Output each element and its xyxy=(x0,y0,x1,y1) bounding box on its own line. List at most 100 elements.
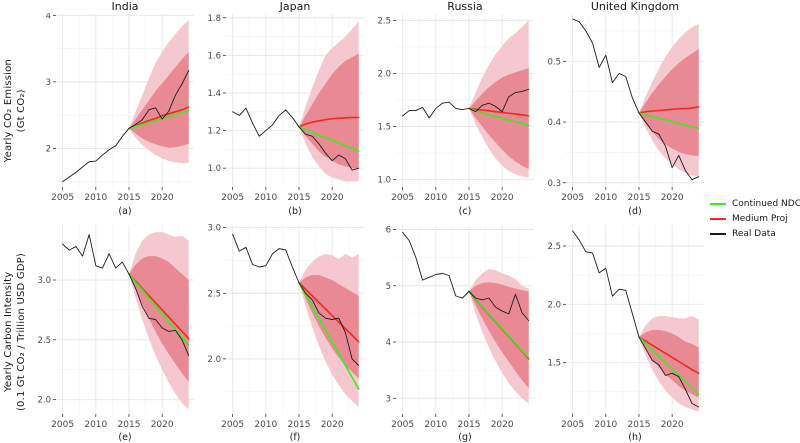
svg-text:2005: 2005 xyxy=(391,420,414,430)
svg-text:2020: 2020 xyxy=(151,193,174,203)
chart-svg-japan-emission: 1.0 1.2 1.4 1.6 1.8 2005 2010 2015 2020 (b) xyxy=(207,14,364,217)
black-line-swatch xyxy=(710,232,726,235)
svg-text:2005: 2005 xyxy=(221,193,244,203)
svg-text:0.5: 0.5 xyxy=(547,57,561,67)
y-axis-label-intensity: Yearly Carbon Intensity (0.1 Gt CO₂ / Tr… xyxy=(0,221,30,443)
legend-label: Real Data xyxy=(732,228,776,239)
svg-text:2020: 2020 xyxy=(661,193,684,203)
chart-svg-japan-intensity: 2.0 2.5 3.0 2005 2010 2015 2020 (f) xyxy=(207,224,364,443)
svg-text:2005: 2005 xyxy=(221,420,244,430)
svg-text:1.8: 1.8 xyxy=(207,14,221,24)
svg-text:1.0: 1.0 xyxy=(377,176,391,186)
svg-text:2.0: 2.0 xyxy=(207,355,221,365)
svg-text:3.0: 3.0 xyxy=(207,224,221,234)
chart-svg-uk-intensity: 1.5 2.0 2.5 2005 2010 2015 2020 (h) xyxy=(547,225,704,443)
svg-text:2.0: 2.0 xyxy=(547,300,561,310)
svg-text:2015: 2015 xyxy=(628,420,651,430)
green-line-swatch xyxy=(710,202,726,205)
svg-text:2020: 2020 xyxy=(321,420,344,430)
svg-text:2015: 2015 xyxy=(288,193,311,203)
svg-text:1.2: 1.2 xyxy=(207,127,221,137)
svg-text:2010: 2010 xyxy=(254,420,277,430)
svg-text:2005: 2005 xyxy=(51,193,74,203)
svg-text:2010: 2010 xyxy=(84,420,107,430)
legend-label: Continued NDC xyxy=(732,198,800,209)
svg-text:2020: 2020 xyxy=(661,420,684,430)
svg-text:2010: 2010 xyxy=(424,420,447,430)
emission-row: Yearly CO₂ Emission (Gt CO₂) India 2 3 4 20… xyxy=(0,0,710,221)
chart-title-united-kingdom: United Kingdom xyxy=(590,0,680,13)
svg-text:2020: 2020 xyxy=(491,193,514,203)
svg-text:(c): (c) xyxy=(459,206,472,217)
svg-text:2020: 2020 xyxy=(151,420,174,430)
legend: Continued NDC Medium Proj Real Data xyxy=(710,196,800,241)
svg-text:(d): (d) xyxy=(628,206,641,217)
legend-label: Medium Proj xyxy=(732,213,788,224)
svg-text:3: 3 xyxy=(46,78,51,88)
svg-text:2005: 2005 xyxy=(561,193,584,203)
y-axis-label-line2: (Gt CO₂) xyxy=(16,88,27,133)
svg-text:(a): (a) xyxy=(118,206,131,217)
svg-text:4: 4 xyxy=(386,338,391,348)
svg-text:2.0: 2.0 xyxy=(377,69,391,79)
svg-text:5: 5 xyxy=(386,282,391,292)
y-axis-label-emission: Yearly CO₂ Emission (Gt CO₂) xyxy=(0,0,30,221)
svg-text:2020: 2020 xyxy=(491,420,514,430)
panel-japan-intensity: 2.0 2.5 3.0 2005 2010 2015 2020 (f) xyxy=(200,221,370,443)
red-line-swatch xyxy=(710,217,726,220)
svg-text:1.6: 1.6 xyxy=(207,51,221,61)
svg-text:2020: 2020 xyxy=(321,193,344,203)
svg-text:2.5: 2.5 xyxy=(207,289,221,299)
panel-russia-intensity: 3 4 5 6 2005 2010 2015 2020 (g) xyxy=(370,221,540,443)
legend-item-medium-proj: Medium Proj xyxy=(710,211,798,226)
intensity-row: Yearly Carbon Intensity (0.1 Gt CO₂ / Tr… xyxy=(0,221,710,443)
panel-india-intensity: 2.0 2.5 3.0 2005 2010 2015 2020 (e) xyxy=(30,221,200,443)
svg-text:(h): (h) xyxy=(628,432,641,443)
chart-svg-russia-intensity: 3 4 5 6 2005 2010 2015 2020 (g) xyxy=(386,225,534,443)
panel-india-emission: India 2 3 4 2005 2010 2015 2020 (a) xyxy=(30,0,200,221)
svg-text:3.0: 3.0 xyxy=(37,276,51,286)
y-axis-label-line2: (0.1 Gt CO₂ / Trillion USD GDP) xyxy=(16,252,27,412)
svg-text:3: 3 xyxy=(386,394,391,404)
chart-title-japan: Japan xyxy=(279,0,311,13)
svg-text:2.5: 2.5 xyxy=(377,16,391,26)
svg-text:2010: 2010 xyxy=(84,193,107,203)
y-axis-label-line1: Yearly CO₂ Emission xyxy=(3,58,14,163)
svg-text:2015: 2015 xyxy=(288,420,311,430)
svg-text:2015: 2015 xyxy=(458,420,481,430)
chart-svg-india-emission: 2 3 4 2005 2010 2015 2020 (a) xyxy=(46,13,194,217)
svg-text:1.5: 1.5 xyxy=(377,123,391,133)
chart-svg-russia-emission: 1.0 1.5 2.0 2.5 2005 2010 2015 2020 (c) xyxy=(377,14,534,217)
panel-uk-intensity: 1.5 2.0 2.5 2005 2010 2015 2020 (h) xyxy=(540,221,710,443)
svg-text:2005: 2005 xyxy=(561,420,584,430)
svg-text:6: 6 xyxy=(386,226,391,236)
legend-item-continued-ndc: Continued NDC xyxy=(710,196,800,211)
panel-japan-emission: Japan 1.0 1.2 1.4 1.6 1.8 2005 2010 2015 2020 (b) xyxy=(200,0,370,221)
legend-item-real-data: Real Data xyxy=(710,226,798,241)
svg-text:0.4: 0.4 xyxy=(547,118,561,128)
svg-text:2010: 2010 xyxy=(594,193,617,203)
svg-text:0.3: 0.3 xyxy=(547,179,561,189)
chart-svg-uk-emission: 0.3 0.4 0.5 2005 2010 2015 2020 (d) xyxy=(547,14,704,217)
svg-text:2005: 2005 xyxy=(51,420,74,430)
svg-text:1.4: 1.4 xyxy=(207,89,221,99)
panel-uk-emission: United Kingdom 0.3 0.4 0.5 2005 2010 2015 2020… xyxy=(540,0,710,221)
svg-text:2: 2 xyxy=(46,144,51,154)
svg-text:2005: 2005 xyxy=(391,193,414,203)
svg-text:2010: 2010 xyxy=(424,193,447,203)
svg-text:2.0: 2.0 xyxy=(37,396,51,406)
svg-text:2.5: 2.5 xyxy=(37,336,51,346)
svg-text:1.5: 1.5 xyxy=(547,359,561,369)
chart-title-russia: Russia xyxy=(447,0,483,13)
svg-text:(g): (g) xyxy=(458,432,471,443)
svg-text:(f): (f) xyxy=(290,432,301,443)
chart-title-india: India xyxy=(111,0,139,13)
panel-russia-emission: Russia 1.0 1.5 2.0 2.5 2005 2010 2015 2020 (c) xyxy=(370,0,540,221)
chart-svg-india-intensity: 2.0 2.5 3.0 2005 2010 2015 2020 (e) xyxy=(37,225,194,443)
svg-text:(b): (b) xyxy=(288,206,301,217)
svg-text:2015: 2015 xyxy=(458,193,481,203)
svg-text:(e): (e) xyxy=(118,432,131,443)
y-axis-label-line1: Yearly Carbon Intensity xyxy=(3,271,14,393)
svg-text:4: 4 xyxy=(46,13,51,21)
